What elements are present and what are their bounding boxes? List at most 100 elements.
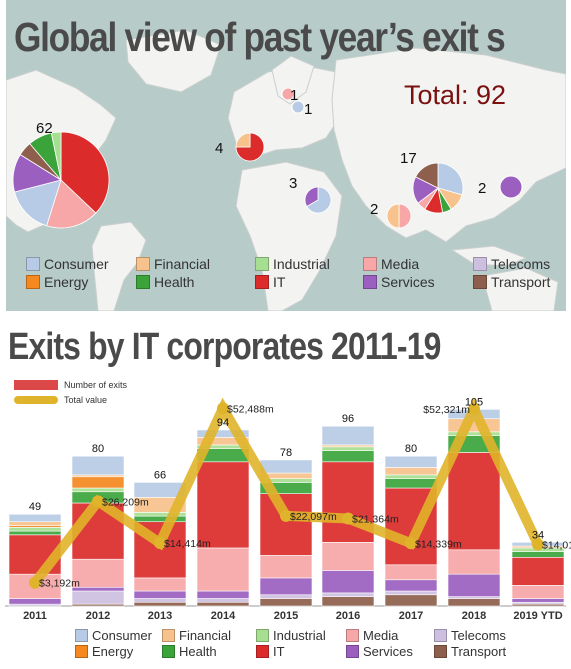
legend-transport: Transport bbox=[473, 274, 550, 290]
key-swatch-value bbox=[14, 396, 58, 404]
legend-it: IT bbox=[255, 274, 285, 290]
bar-segment-health bbox=[384, 478, 438, 489]
world-map-panel: 62 4 3 1 1 17 2 2 Global view of past ye… bbox=[6, 0, 566, 311]
count-east-asia: 17 bbox=[400, 150, 417, 167]
pie-slice-it bbox=[235, 132, 265, 162]
value-label: $26,209m bbox=[102, 496, 149, 508]
legend-media: Media bbox=[363, 256, 419, 272]
value-point bbox=[342, 512, 354, 525]
key-swatch-exits bbox=[14, 380, 58, 390]
bar-segment-media bbox=[259, 555, 313, 579]
bar-segment-financial bbox=[384, 467, 438, 476]
legend-label: Industrial bbox=[273, 256, 330, 272]
bar-total-label: 105 bbox=[465, 396, 483, 408]
swatch-telecoms bbox=[434, 629, 447, 642]
legend-label: Media bbox=[381, 256, 420, 272]
exits-bar-chart: 49 2011 80 2012 66 2013 94 2014 78 2015 96 2016 80 20… bbox=[5, 396, 571, 622]
value-label: $52,321m bbox=[423, 404, 470, 416]
legend-energy: Energy bbox=[26, 274, 88, 290]
key-label-value: Total value bbox=[64, 395, 108, 405]
bar-legend-services: Services bbox=[346, 644, 413, 659]
legend-financial: Financial bbox=[136, 256, 210, 272]
bar-legend-consumer: Consumer bbox=[75, 628, 152, 643]
pie-north-america bbox=[12, 131, 110, 229]
value-label: $14,013m bbox=[542, 539, 571, 551]
pie-slice-financial bbox=[235, 132, 251, 148]
bar-segment-industrial bbox=[321, 446, 375, 451]
swatch-media bbox=[363, 257, 377, 271]
swatch-transport bbox=[473, 275, 487, 289]
pie-norway bbox=[281, 87, 295, 101]
count-finland: 1 bbox=[304, 101, 312, 118]
pie-finland bbox=[291, 100, 305, 114]
bar-segment-consumer bbox=[259, 459, 313, 474]
swatch-consumer bbox=[75, 629, 88, 642]
indonesia-land bbox=[450, 245, 528, 267]
count-middle-east: 3 bbox=[289, 175, 297, 192]
count-japan: 2 bbox=[478, 180, 486, 197]
total-exits-label: Total: 92 bbox=[404, 80, 507, 110]
south-america-land bbox=[91, 221, 147, 311]
bar-legend-transport: Transport bbox=[434, 644, 506, 659]
bar-segment-media bbox=[71, 558, 125, 588]
legend-label: Financial bbox=[179, 628, 232, 643]
key-label-exits: Number of exits bbox=[64, 380, 128, 390]
legend-health: Health bbox=[136, 274, 194, 290]
swatch-industrial bbox=[255, 257, 269, 271]
count-norway: 1 bbox=[290, 87, 298, 104]
value-point bbox=[154, 537, 166, 550]
bar-legend-it: IT bbox=[256, 644, 285, 659]
x-tick-label: 2016 bbox=[336, 610, 360, 622]
map-title: Global view of past year’s exit s bbox=[14, 14, 506, 60]
greenland-land bbox=[125, 29, 222, 93]
legend-label: Telecoms bbox=[491, 256, 551, 272]
count-uk: 4 bbox=[215, 140, 223, 157]
bar-segment-services bbox=[133, 590, 187, 599]
key-total-value: Total value bbox=[14, 395, 107, 405]
bar-legend-financial: Financial bbox=[162, 628, 231, 643]
bar-segment-services bbox=[384, 579, 438, 592]
bar-segment-services bbox=[321, 570, 375, 594]
pie-slice-industrial bbox=[50, 131, 62, 181]
bar-segment-health bbox=[8, 530, 62, 536]
bar-segment-media bbox=[447, 549, 501, 575]
legend-consumer: Consumer bbox=[26, 256, 109, 272]
swatch-financial bbox=[136, 257, 150, 271]
bar-segment-telecoms bbox=[259, 594, 313, 599]
bar-total-label: 49 bbox=[29, 501, 41, 513]
x-tick-label: 2019 YTD bbox=[513, 610, 562, 622]
value-label: $3,192m bbox=[39, 578, 80, 590]
value-label: $22,097m bbox=[290, 511, 337, 523]
swatch-transport bbox=[434, 645, 447, 658]
bar-2017 bbox=[384, 455, 438, 607]
world-map: 62 4 3 1 1 17 2 2 bbox=[6, 29, 566, 311]
bar-segment-consumer bbox=[384, 455, 438, 468]
bar-segment-telecoms bbox=[196, 598, 250, 603]
bar-segment-industrial bbox=[384, 474, 438, 479]
x-tick-label: 2015 bbox=[274, 610, 298, 622]
swatch-energy bbox=[75, 645, 88, 658]
swatch-services bbox=[346, 645, 359, 658]
value-label: $21,364m bbox=[352, 513, 399, 525]
pie-japan bbox=[499, 175, 523, 199]
value-line-layer bbox=[29, 397, 544, 589]
swatch-financial bbox=[162, 629, 175, 642]
bar-2019-ytd bbox=[511, 542, 565, 607]
bar-segment-telecoms bbox=[384, 590, 438, 596]
bar-segment-consumer bbox=[8, 513, 62, 523]
legend-label: Financial bbox=[154, 256, 211, 272]
value-point bbox=[280, 509, 292, 522]
bar-segment-media bbox=[511, 585, 565, 599]
bar-total-label: 66 bbox=[154, 469, 166, 481]
pie-uk bbox=[235, 132, 265, 162]
bar-segment-media bbox=[196, 547, 250, 592]
pie-slice-services bbox=[499, 175, 523, 199]
region-counts: 62 4 3 1 1 17 2 2 bbox=[36, 87, 486, 218]
pie-slice-media bbox=[46, 179, 97, 229]
value-point bbox=[468, 403, 480, 416]
bar-total-label: 78 bbox=[280, 447, 292, 459]
legend-telecoms: Telecoms bbox=[473, 256, 550, 272]
bar-segment-financial bbox=[8, 521, 62, 526]
legend-industrial: Industrial bbox=[255, 256, 330, 272]
bars-layer bbox=[5, 409, 566, 607]
